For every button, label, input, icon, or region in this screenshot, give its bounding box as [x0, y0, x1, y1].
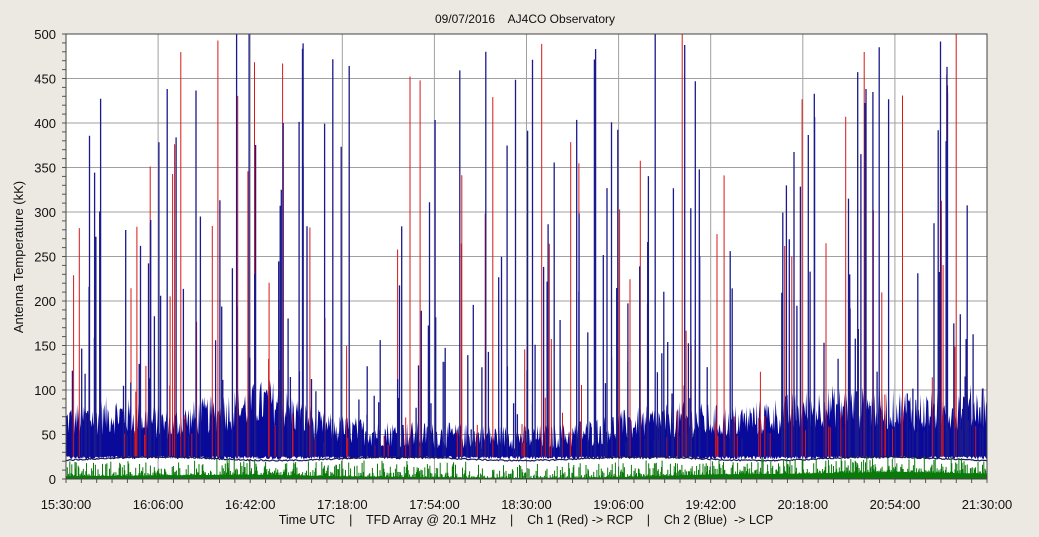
noise-fill-layer: [66, 379, 987, 460]
x-tick-label: 16:06:00: [133, 497, 184, 512]
x-tick-label: 20:54:00: [870, 497, 921, 512]
x-tick-label: 17:18:00: [317, 497, 368, 512]
x-tick-label: 18:30:00: [501, 497, 552, 512]
plot-frame: [65, 33, 988, 480]
x-tick-label: 17:54:00: [409, 497, 460, 512]
x-tick-label: 19:42:00: [685, 497, 736, 512]
x-axis-label: Time UTC | TFD Array @ 20.1 MHz | Ch 1 (…: [279, 513, 774, 527]
y-tick-label: 200: [34, 294, 56, 309]
ch1-line: [73, 34, 977, 457]
y-tick-label: 450: [34, 72, 56, 87]
y-axis-label: Antenna Temperature (kK): [11, 181, 26, 333]
x-tick-label: 20:18:00: [777, 497, 828, 512]
y-tick-label: 50: [42, 428, 56, 443]
y-tick-label: 100: [34, 383, 56, 398]
x-tick-label: 19:06:00: [593, 497, 644, 512]
chart-title: 09/07/2016 AJ4CO Observatory: [435, 12, 615, 26]
y-tick-label: 0: [49, 472, 56, 487]
x-tick-label: 21:30:00: [962, 497, 1013, 512]
ch2-noise-band: [66, 379, 987, 460]
baseline-trace: [65, 455, 988, 462]
axis-layer: 0 50 100 150 200 250 300 350 400 450 500 15:30:00 16…: [34, 27, 1012, 512]
y-tick-label: 250: [34, 250, 56, 265]
ch2-line: [71, 34, 988, 457]
x-tick-label: 15:30:00: [41, 497, 92, 512]
y-tick-label: 500: [34, 27, 56, 42]
series-layer: [65, 34, 988, 479]
x-tick-label: 16:42:00: [225, 497, 276, 512]
y-tick-label: 150: [34, 339, 56, 354]
y-tick-label: 400: [34, 116, 56, 131]
y-tick-label: 300: [34, 205, 56, 220]
y-tick-label: 350: [34, 161, 56, 176]
